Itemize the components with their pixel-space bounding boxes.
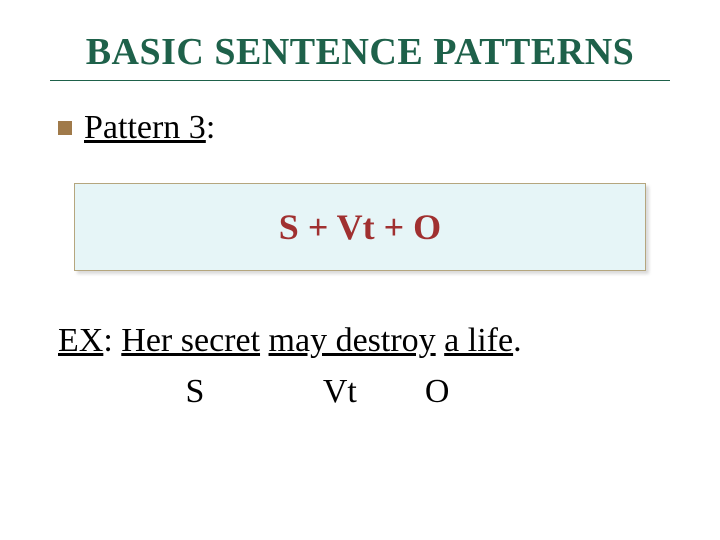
example-block: EX: Her secret may destroy a life. S Vt … [50, 315, 670, 417]
slide-container: BASIC SENTENCE PATTERNS Pattern 3: S + V… [0, 0, 720, 540]
pattern-colon: : [206, 109, 215, 146]
example-object: a life [444, 322, 513, 359]
pattern-label: Pattern 3 [84, 109, 206, 146]
example-prefix: EX [58, 322, 103, 359]
colon: : [103, 322, 121, 359]
page-title: BASIC SENTENCE PATTERNS [50, 30, 670, 81]
example-verb: may destroy [269, 322, 436, 359]
example-sentence: EX: Her secret may destroy a life. [58, 315, 670, 366]
example-subject: Her secret [121, 322, 260, 359]
label-s: S [186, 373, 205, 410]
formula-text: S + Vt + O [279, 207, 441, 247]
pattern-text: Pattern 3: [84, 109, 215, 147]
pattern-heading: Pattern 3: [50, 109, 670, 147]
labels-line: S Vt O [58, 366, 670, 417]
label-o: O [425, 373, 450, 410]
label-vt: Vt [323, 373, 357, 410]
bullet-icon [58, 121, 72, 135]
formula-box: S + Vt + O [74, 183, 646, 271]
example-period: . [513, 322, 522, 359]
